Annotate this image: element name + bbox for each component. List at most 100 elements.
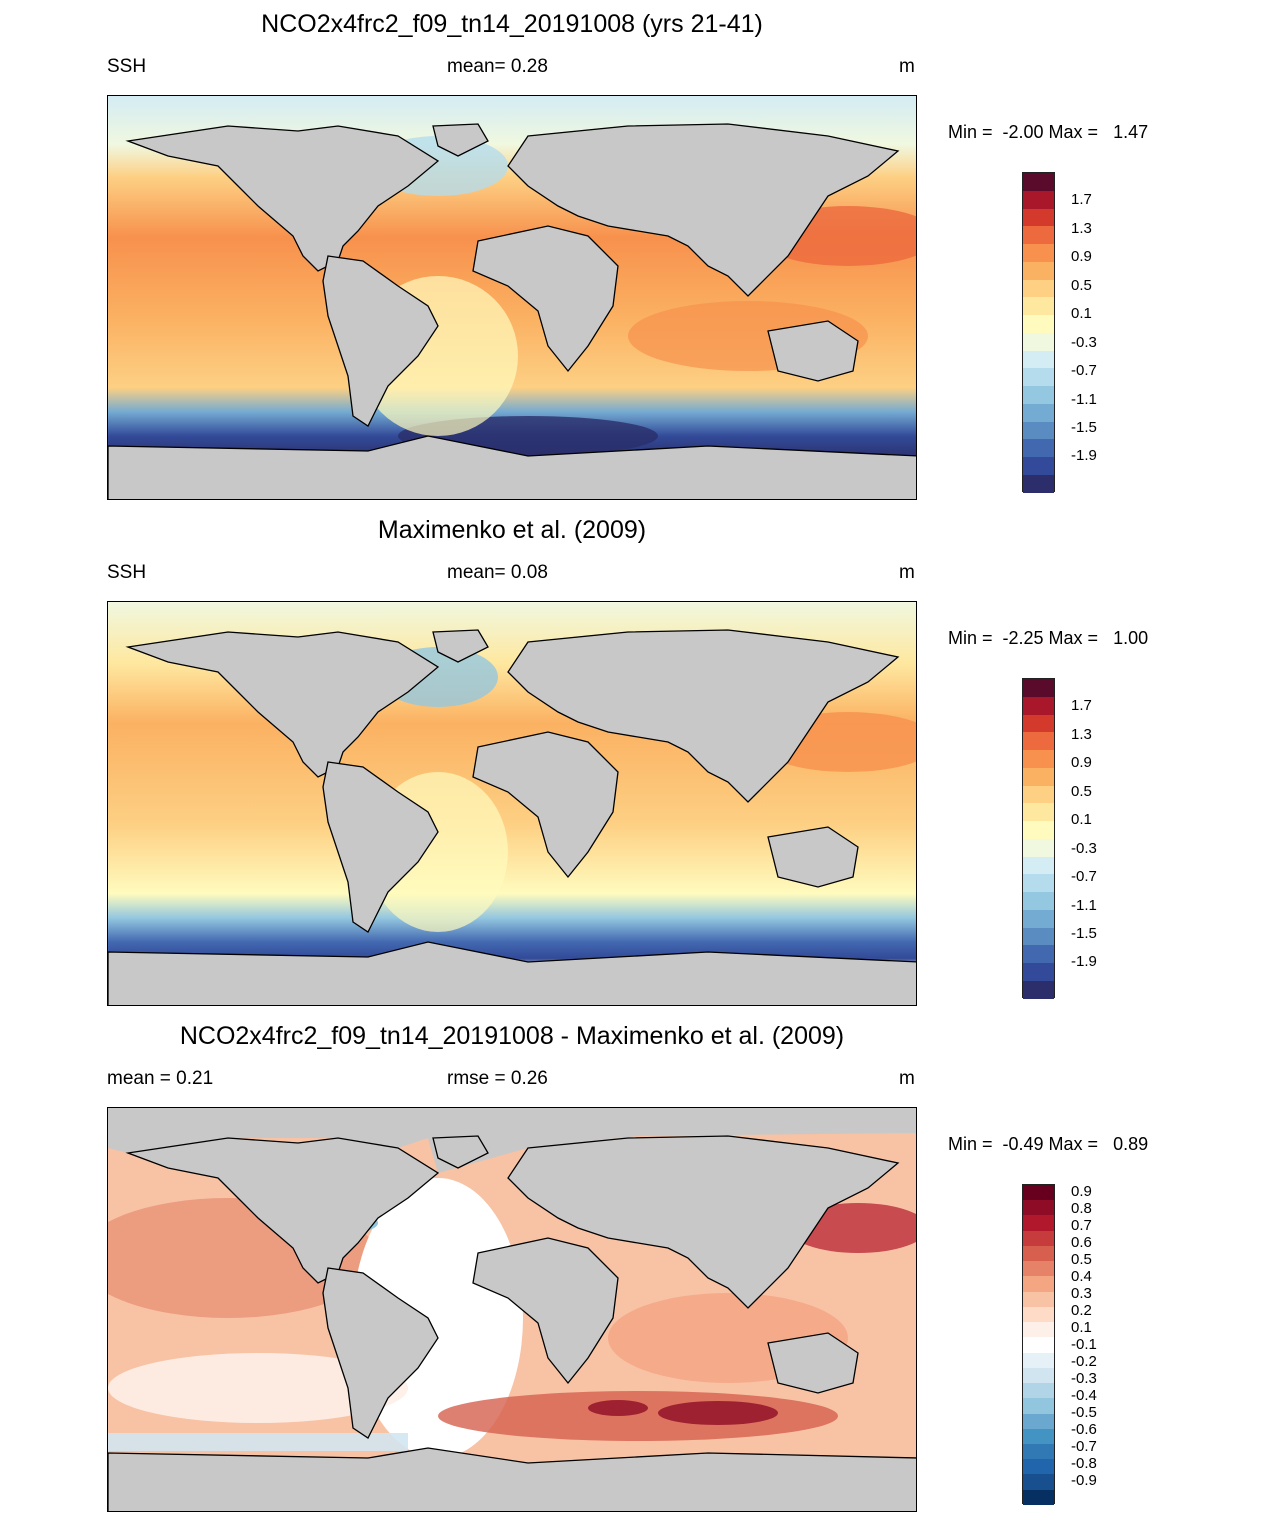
colorbar-swatch — [1023, 1322, 1054, 1338]
variable-label: SSH — [107, 562, 147, 583]
colorbar-swatch — [1023, 403, 1054, 422]
colorbar-tick-label: 0.7 — [1071, 1216, 1092, 1234]
colorbar — [1022, 678, 1055, 999]
colorbar-swatch — [1023, 439, 1054, 458]
colorbar-swatch — [1023, 315, 1054, 333]
colorbar-swatch — [1023, 803, 1054, 822]
colorbar-tick-label: -0.7 — [1071, 362, 1097, 380]
colorbar-swatch — [1023, 350, 1054, 369]
colorbar-swatch — [1023, 208, 1054, 227]
colorbar-tick-label: -1.9 — [1071, 447, 1097, 465]
colorbar-tick-label: -0.3 — [1071, 839, 1097, 857]
colorbar-swatch — [1023, 1185, 1054, 1201]
colorbar-tick-label: 1.3 — [1071, 219, 1092, 237]
colorbar-swatch — [1023, 1306, 1054, 1323]
colorbar-tick-label: 1.3 — [1071, 725, 1092, 743]
colorbar-tick-label: 0.1 — [1071, 305, 1092, 323]
colorbar-swatch — [1023, 892, 1054, 910]
map-canvas — [108, 602, 916, 1005]
ssh-map — [107, 95, 917, 500]
colorbar-swatch — [1023, 945, 1054, 964]
colorbar-swatch — [1023, 1383, 1054, 1399]
colorbar-tick-label: -0.1 — [1071, 1335, 1097, 1353]
min-max-label: Min = -2.25 Max = 1.00 — [948, 628, 1149, 648]
min-max-label: Min = -0.49 Max = 0.89 — [948, 1134, 1149, 1154]
difference-map — [107, 1107, 917, 1512]
colorbar-tick-label: -0.7 — [1071, 1438, 1097, 1456]
colorbar — [1022, 1184, 1055, 1505]
panel-title: Maximenko et al. (2009) — [377, 516, 647, 544]
colorbar-swatch — [1023, 838, 1054, 857]
colorbar-tick-label: 0.4 — [1071, 1267, 1092, 1285]
colorbar-tick-label: -0.7 — [1071, 868, 1097, 886]
panel-model-ssh: NCO2x4frc2_f09_tn14_20191008 (yrs 21-41)… — [0, 0, 1285, 506]
colorbar-tick-label: 0.9 — [1071, 754, 1092, 772]
colorbar-swatch — [1023, 173, 1054, 191]
colorbar-swatch — [1023, 386, 1054, 404]
colorbar-tick-label: -0.5 — [1071, 1404, 1097, 1422]
colorbar-swatch — [1023, 1291, 1054, 1307]
colorbar-tick-label: 0.1 — [1071, 811, 1092, 829]
colorbar-swatch — [1023, 679, 1054, 697]
colorbar-tick-label: -1.1 — [1071, 896, 1097, 914]
colorbar-swatch — [1023, 767, 1054, 786]
colorbar-tick-label: -1.9 — [1071, 953, 1097, 971]
colorbar-tick-label: -0.6 — [1071, 1421, 1097, 1439]
colorbar-swatch — [1023, 475, 1054, 493]
colorbar-swatch — [1023, 909, 1054, 928]
colorbar-swatch — [1023, 1215, 1054, 1231]
colorbar-swatch — [1023, 821, 1054, 839]
colorbar-swatch — [1023, 750, 1054, 768]
colorbar-swatch — [1023, 457, 1054, 476]
colorbar-swatch — [1023, 1200, 1054, 1216]
colorbar-tick-label: 1.7 — [1071, 697, 1092, 715]
rmse-label: rmse = 0.26 — [447, 1068, 548, 1089]
colorbar-tick-label: -0.8 — [1071, 1455, 1097, 1473]
map-canvas — [108, 1108, 916, 1511]
ssh-map — [107, 601, 917, 1006]
colorbar-swatch — [1023, 981, 1054, 999]
colorbar-tick-label: -1.5 — [1071, 925, 1097, 942]
colorbar-swatch — [1023, 332, 1054, 351]
colorbar-swatch — [1023, 190, 1054, 209]
colorbar-swatch — [1023, 1474, 1054, 1490]
colorbar-swatch — [1023, 1413, 1054, 1429]
colorbar-swatch — [1023, 874, 1054, 893]
colorbar-swatch — [1023, 1428, 1054, 1444]
colorbar-tick-label: -0.9 — [1071, 1472, 1097, 1490]
colorbar-swatch — [1023, 244, 1054, 262]
colorbar-swatch — [1023, 368, 1054, 387]
colorbar-swatch — [1023, 1245, 1054, 1262]
mean-label: mean = 0.21 — [107, 1068, 214, 1089]
colorbar-tick-label: -0.4 — [1071, 1386, 1097, 1404]
colorbar-tick-label: 0.8 — [1071, 1199, 1092, 1217]
colorbar-swatch — [1023, 297, 1054, 316]
colorbar-tick-label: -0.3 — [1071, 333, 1097, 351]
colorbar-swatch — [1023, 1352, 1054, 1368]
colorbar-swatch — [1023, 1367, 1054, 1384]
min-max-label: Min = -2.00 Max = 1.47 — [948, 122, 1149, 142]
panel-title: NCO2x4frc2_f09_tn14_20191008 (yrs 21-41) — [261, 10, 763, 38]
colorbar-tick-label: -0.3 — [1071, 1369, 1097, 1387]
colorbar — [1022, 172, 1055, 493]
colorbar-swatch — [1023, 1398, 1054, 1414]
colorbar-tick-label: 0.3 — [1071, 1284, 1092, 1302]
colorbar-swatch — [1023, 1261, 1054, 1277]
mean-label: mean= 0.28 — [447, 56, 548, 77]
colorbar-tick-label: 0.5 — [1071, 1250, 1092, 1268]
colorbar-swatch — [1023, 732, 1054, 751]
colorbar-tick-label: -1.5 — [1071, 419, 1097, 436]
colorbar-swatch — [1023, 963, 1054, 982]
variable-label: SSH — [107, 56, 147, 77]
colorbar-swatch — [1023, 856, 1054, 875]
colorbar-swatch — [1023, 714, 1054, 733]
colorbar-swatch — [1023, 226, 1054, 245]
units-label: m — [899, 1068, 915, 1089]
colorbar-tick-label: 0.9 — [1071, 1182, 1092, 1200]
colorbar-swatch — [1023, 1276, 1054, 1292]
colorbar-swatch — [1023, 1459, 1054, 1475]
colorbar-swatch — [1023, 1337, 1054, 1353]
colorbar-swatch — [1023, 261, 1054, 280]
colorbar-swatch — [1023, 421, 1054, 440]
map-canvas — [108, 96, 916, 499]
